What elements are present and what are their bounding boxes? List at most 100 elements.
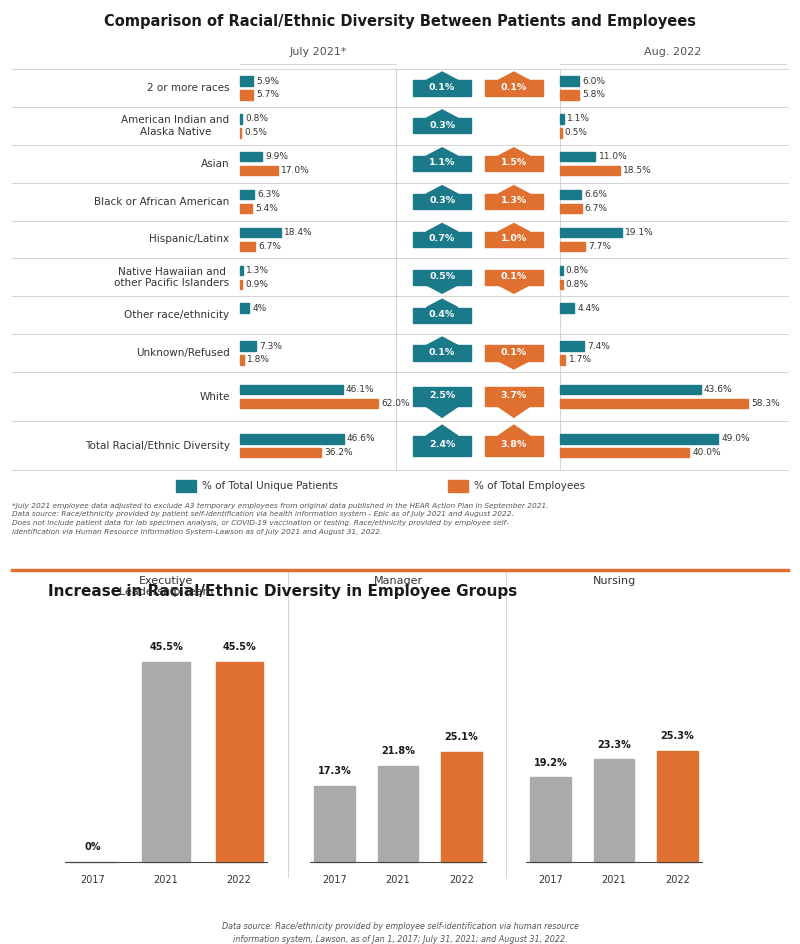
Text: Native Hawaiian and
other Pacific Islanders: Native Hawaiian and other Pacific Island… [114, 266, 230, 288]
Text: 1.1%: 1.1% [566, 114, 590, 124]
Polygon shape [426, 186, 458, 194]
Text: 49.0%: 49.0% [721, 434, 750, 444]
Text: 0.1%: 0.1% [501, 347, 527, 357]
Text: 19.1%: 19.1% [625, 228, 654, 237]
Text: 6.7%: 6.7% [258, 242, 281, 251]
Bar [485, 436, 542, 456]
Text: 17.0%: 17.0% [281, 166, 310, 176]
Text: 6.0%: 6.0% [582, 76, 606, 86]
Bar [485, 270, 542, 285]
Text: 4%: 4% [252, 304, 266, 312]
Bar [240, 279, 242, 289]
Text: 25.3%: 25.3% [660, 731, 694, 741]
Polygon shape [498, 224, 530, 232]
Text: 7.4%: 7.4% [587, 342, 610, 350]
Text: 1.8%: 1.8% [247, 356, 270, 364]
Bar [560, 303, 574, 313]
Bar [240, 265, 243, 275]
Polygon shape [426, 110, 458, 118]
Bar [142, 662, 190, 862]
Text: 0.3%: 0.3% [429, 196, 455, 205]
Text: 2022: 2022 [449, 875, 474, 885]
Polygon shape [426, 72, 458, 80]
Text: 3.7%: 3.7% [501, 391, 527, 400]
Text: 6.7%: 6.7% [585, 204, 608, 213]
Text: July 2021*: July 2021* [290, 47, 346, 58]
Text: 62.0%: 62.0% [382, 399, 410, 408]
Bar [560, 128, 562, 138]
Text: Hispanic/Latinx: Hispanic/Latinx [150, 234, 230, 244]
Text: 46.6%: 46.6% [347, 434, 376, 444]
Polygon shape [426, 425, 458, 436]
Text: 6.6%: 6.6% [585, 190, 607, 199]
Text: 2017: 2017 [322, 875, 347, 885]
Bar [414, 80, 471, 95]
Text: 25.1%: 25.1% [444, 732, 478, 742]
Bar [560, 265, 562, 275]
Polygon shape [498, 285, 530, 294]
Bar [240, 114, 242, 124]
Bar [485, 346, 542, 361]
Bar [240, 434, 344, 444]
Text: Other race/ethnicity: Other race/ethnicity [125, 311, 230, 320]
Bar [485, 194, 542, 210]
Bar [176, 480, 196, 492]
Bar [414, 346, 471, 361]
Text: 19.2%: 19.2% [534, 758, 568, 767]
Text: 23.3%: 23.3% [597, 740, 631, 750]
Bar [240, 303, 249, 313]
Bar [560, 434, 718, 444]
Bar [240, 228, 281, 237]
Bar [240, 76, 253, 86]
Bar [240, 91, 253, 100]
Bar [414, 436, 471, 456]
Polygon shape [498, 425, 530, 436]
Bar [441, 751, 482, 862]
Bar [560, 152, 595, 161]
Polygon shape [498, 148, 530, 156]
Bar [560, 166, 620, 176]
Polygon shape [498, 186, 530, 194]
Bar [414, 156, 471, 171]
Bar [560, 448, 689, 458]
Bar [240, 190, 254, 199]
Bar [560, 228, 622, 237]
Text: 2021: 2021 [386, 875, 410, 885]
Bar [240, 342, 256, 351]
Text: White: White [199, 392, 230, 401]
Bar [448, 480, 468, 492]
Text: 0.5%: 0.5% [429, 272, 455, 281]
Text: Black or African American: Black or African American [94, 196, 230, 207]
Bar [560, 204, 582, 213]
Polygon shape [426, 148, 458, 156]
Text: 1.1%: 1.1% [429, 159, 455, 167]
Bar [414, 308, 471, 323]
Bar [560, 242, 585, 251]
Bar [530, 778, 571, 862]
Text: 18.4%: 18.4% [284, 228, 313, 237]
Text: 21.8%: 21.8% [381, 747, 415, 756]
Bar [560, 385, 701, 395]
Bar [215, 662, 262, 862]
Text: 1.3%: 1.3% [501, 196, 527, 205]
Text: 0.9%: 0.9% [246, 279, 268, 289]
Polygon shape [426, 407, 458, 417]
Text: Total Racial/Ethnic Diversity: Total Racial/Ethnic Diversity [85, 441, 230, 451]
Text: 1.5%: 1.5% [501, 159, 527, 167]
Bar [414, 270, 471, 285]
Text: 5.8%: 5.8% [582, 91, 605, 99]
Text: Executive
Leadership Team: Executive Leadership Team [119, 576, 213, 598]
Text: Comparison of Racial/Ethnic Diversity Between Patients and Employees: Comparison of Racial/Ethnic Diversity Be… [104, 14, 696, 29]
Polygon shape [426, 299, 458, 308]
Bar [485, 387, 542, 407]
Text: Increase in Racial/Ethnic Diversity in Employee Groups: Increase in Racial/Ethnic Diversity in E… [48, 583, 518, 598]
Text: 2.4%: 2.4% [429, 440, 455, 449]
Text: Nursing: Nursing [592, 576, 636, 585]
Polygon shape [498, 72, 530, 80]
Bar [560, 76, 579, 86]
Text: 17.3%: 17.3% [318, 766, 352, 776]
Bar [314, 785, 355, 862]
Bar [414, 118, 471, 133]
Text: 46.1%: 46.1% [346, 385, 374, 395]
Text: 2022: 2022 [665, 875, 690, 885]
